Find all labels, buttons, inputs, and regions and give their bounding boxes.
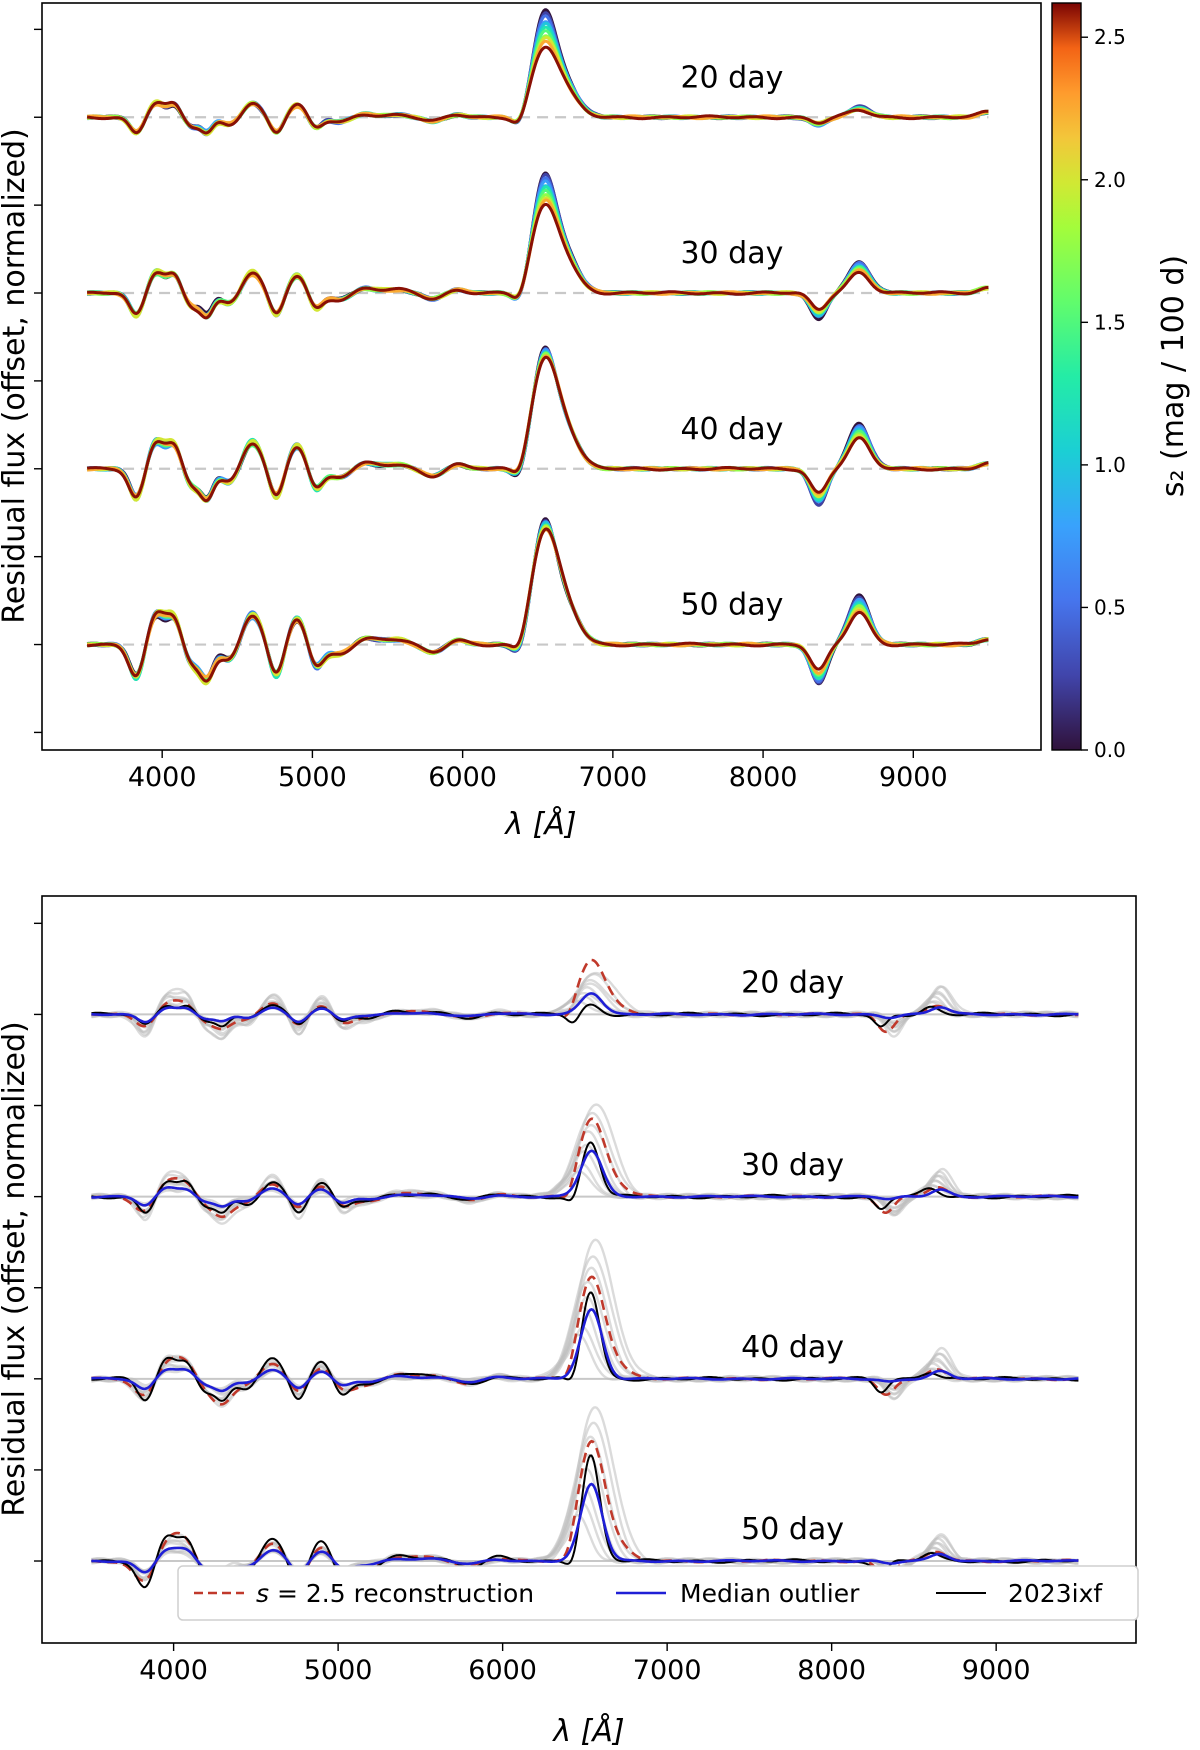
- colorbar-tick-label: 2.0: [1094, 168, 1126, 192]
- top-epoch-label-40-day: 40 day: [680, 412, 783, 447]
- top-x-tick-label: 9000: [879, 762, 948, 793]
- bottom-median-50-day: [91, 1482, 1079, 1577]
- colorbar-tick-label: 1.5: [1094, 310, 1126, 334]
- bottom-epoch-label-30-day: 30 day: [741, 1148, 844, 1183]
- top-series-30-day-s2-2.6: [86, 202, 989, 320]
- bottom-x-tick-label: 9000: [962, 1655, 1031, 1686]
- colorbar-ticks: 0.0 0.5 1.0 1.5 2.0 2.5: [1081, 25, 1126, 762]
- bottom-x-tick-label: 7000: [633, 1655, 702, 1686]
- top-epoch-label-20-day: 20 day: [680, 60, 783, 95]
- bottom-plot-area: 20 day 30 day 40 day 50 day: [91, 958, 1079, 1592]
- bottom-y-axis-title: Residual flux (offset, normalized): [0, 1021, 32, 1516]
- top-epoch-label-30-day: 30 day: [680, 236, 783, 271]
- bottom-x-axis-title: λ [Å]: [551, 1713, 624, 1749]
- bottom-median-20-day: [91, 992, 1079, 1024]
- bottom-median-30-day: [91, 1149, 1079, 1208]
- bottom-2023ixf-40-day: [91, 1291, 1079, 1402]
- legend-2023ixf-label: 2023ixf: [1008, 1579, 1103, 1608]
- bottom-x-tick-label: 6000: [468, 1655, 537, 1686]
- bottom-outlier-spectrum-40-day: [91, 1238, 1079, 1408]
- colorbar-title: s₂ (mag / 100 d): [1156, 255, 1191, 497]
- bottom-epoch-label-20-day: 20 day: [741, 966, 844, 1001]
- top-series-20-day-s2-2.6: [86, 45, 989, 135]
- colorbar: [1051, 2, 1082, 751]
- top-x-axis-title: λ [Å]: [503, 806, 576, 842]
- legend-recon-text: = 2.5 reconstruction: [269, 1579, 534, 1608]
- legend-recon-label: s = 2.5 reconstruction: [256, 1579, 534, 1608]
- top-plot-area: 20 day 30 day 40 day 50 day: [86, 8, 989, 686]
- top-axes: 4000 5000 6000 7000 8000 9000: [34, 28, 948, 793]
- legend: s = 2.5 reconstruction Median outlier 20…: [177, 1565, 1139, 1621]
- legend-recon-symbol: s: [256, 1579, 269, 1608]
- bottom-outlier-spectrum-20-day: [91, 985, 1079, 1041]
- bottom-epoch-label-40-day: 40 day: [741, 1330, 844, 1365]
- bottom-epoch-label-50-day: 50 day: [741, 1512, 844, 1547]
- top-y-axis-title: Residual flux (offset, normalized): [0, 128, 32, 623]
- colorbar-tick-label: 2.5: [1094, 25, 1126, 49]
- bottom-chart: 20 day 30 day 40 day 50 day 4000 5000 6000 700…: [0, 895, 1139, 1749]
- bottom-x-tick-label: 5000: [304, 1655, 373, 1686]
- top-x-tick-label: 7000: [578, 762, 647, 793]
- top-epoch-label-50-day: 50 day: [680, 588, 783, 623]
- top-chart: 20 day 30 day 40 day 50 day 4000 5000 6000 700…: [0, 2, 1191, 842]
- bottom-median-40-day: [91, 1308, 1079, 1393]
- top-x-tick-label: 5000: [278, 762, 347, 793]
- top-x-tick-label: 6000: [428, 762, 497, 793]
- bottom-x-tick-label: 4000: [139, 1655, 208, 1686]
- colorbar-tick-label: 0.0: [1094, 738, 1126, 762]
- bottom-outlier-spectrum-30-day: [91, 1130, 1079, 1213]
- top-series-50-day-s2-2.6: [86, 527, 989, 683]
- top-x-tick-label: 4000: [128, 762, 197, 793]
- colorbar-tick-label: 1.0: [1094, 453, 1126, 477]
- top-plot-frame: [41, 2, 1042, 751]
- colorbar-tick-label: 0.5: [1094, 595, 1126, 619]
- top-x-tick-label: 8000: [729, 762, 798, 793]
- legend-median-label: Median outlier: [680, 1579, 860, 1608]
- bottom-2023ixf-30-day: [91, 1141, 1079, 1214]
- bottom-plot-frame: [41, 895, 1137, 1644]
- top-series-40-day-s2-2.6: [86, 355, 989, 503]
- bottom-axes: 4000 5000 6000 7000 8000 9000: [34, 922, 1031, 1686]
- bottom-x-tick-label: 8000: [797, 1655, 866, 1686]
